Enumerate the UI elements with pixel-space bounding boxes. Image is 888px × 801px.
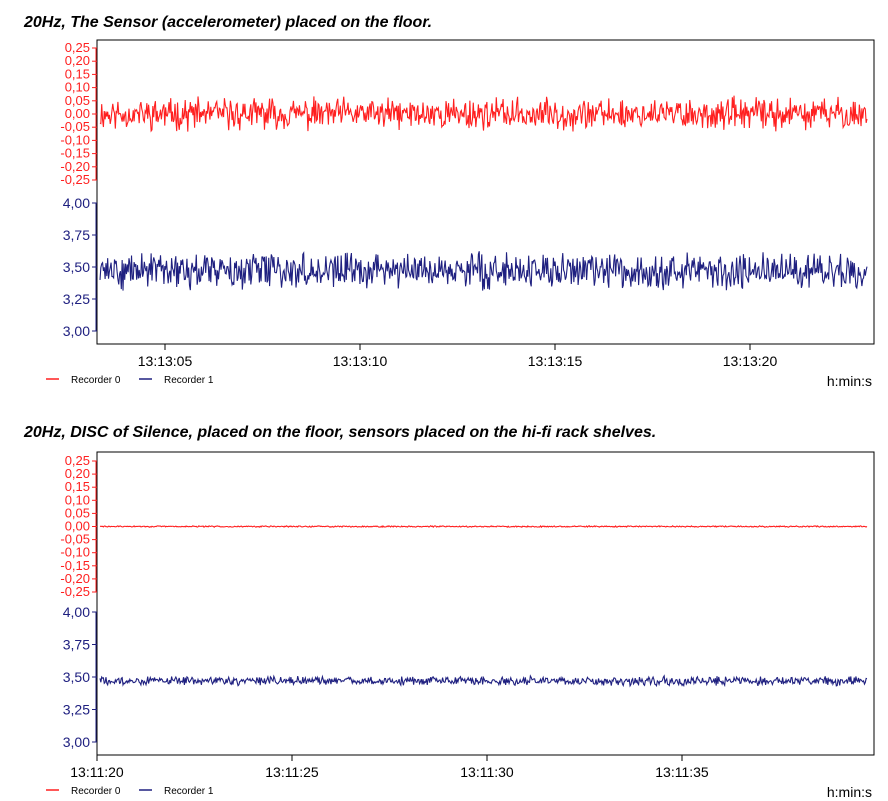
y-tick-label-left-red: 0,05 (65, 93, 90, 108)
y-tick-label-left-red: 0,00 (65, 519, 90, 534)
y-tick-label-left-red: -0,05 (60, 532, 90, 547)
plot-frame (96, 39, 875, 345)
y-tick-label-left-blue: 3,75 (63, 227, 90, 243)
y-tick-label-left-red: -0,25 (60, 584, 90, 599)
y-tick-label-left-red: 0,00 (65, 106, 90, 121)
y-tick-label-left-blue: 3,00 (63, 323, 90, 339)
y-tick-label-left-blue: 3,25 (63, 291, 90, 307)
x-tick-label: 13:13:20 (723, 353, 778, 369)
y-tick-label-left-red: 0,25 (65, 40, 90, 55)
series-line-recorder-1 (99, 674, 868, 688)
y-tick-label-left-blue: 4,00 (63, 195, 90, 211)
y-tick-label-left-red: -0,05 (60, 119, 90, 134)
x-tick-label: 13:13:15 (528, 353, 583, 369)
y-tick-label-left-red: 0,15 (65, 479, 90, 494)
legend-label: Recorder 0 (71, 786, 121, 797)
y-tick-label-left-blue: 4,00 (63, 604, 90, 620)
y-tick-label-left-blue: 3,00 (63, 734, 90, 750)
y-tick-label-left-red: -0,25 (60, 172, 90, 187)
y-tick-label-left-red: 0,05 (65, 505, 90, 520)
plot-frame (96, 451, 875, 756)
x-tick-label: 13:13:05 (138, 353, 193, 369)
chart-plot: 0,250,200,150,100,050,00-0,05-0,10-0,15-… (46, 39, 875, 389)
legend-label: Recorder 1 (164, 375, 214, 386)
x-axis-unit-label: h:min:s (827, 784, 872, 800)
y-tick-label-left-red: 0,15 (65, 66, 90, 81)
chart-panel-2: 20Hz, DISC of Silence, placed on the flo… (0, 411, 888, 801)
x-tick-label: 13:11:30 (460, 764, 514, 780)
chart-title: 20Hz, The Sensor (accelerometer) placed … (24, 14, 433, 31)
x-axis-unit-label: h:min:s (827, 373, 872, 389)
y-tick-label-left-red: 0,20 (65, 53, 90, 68)
y-tick-label-left-red: -0,10 (60, 545, 90, 560)
y-tick-label-left-blue: 3,25 (63, 702, 90, 718)
series-line-recorder-0 (99, 95, 868, 133)
x-tick-label: 13:11:25 (265, 764, 319, 780)
x-tick-label: 13:13:10 (333, 353, 388, 369)
x-tick-label: 13:11:35 (655, 764, 709, 780)
y-tick-label-left-red: -0,15 (60, 558, 90, 573)
y-tick-label-left-red: -0,10 (60, 132, 90, 147)
y-tick-label-left-red: 0,25 (65, 453, 90, 468)
y-tick-label-left-red: -0,15 (60, 146, 90, 161)
y-tick-label-left-blue: 3,50 (63, 669, 90, 685)
series-line-recorder-0 (99, 524, 868, 529)
y-tick-label-left-red: 0,10 (65, 492, 90, 507)
chart-title: 20Hz, DISC of Silence, placed on the flo… (24, 424, 657, 441)
y-tick-label-left-red: -0,20 (60, 159, 90, 174)
series-line-recorder-1 (99, 251, 868, 291)
y-tick-label-left-red: -0,20 (60, 571, 90, 586)
chart-panel-1: 20Hz, The Sensor (accelerometer) placed … (0, 0, 888, 400)
legend-label: Recorder 1 (164, 786, 214, 797)
y-tick-label-left-red: 0,20 (65, 466, 90, 481)
legend-label: Recorder 0 (71, 375, 121, 386)
y-tick-label-left-red: 0,10 (65, 80, 90, 95)
x-tick-label: 13:11:20 (70, 764, 124, 780)
y-tick-label-left-blue: 3,50 (63, 259, 90, 275)
chart-plot: 0,250,200,150,100,050,00-0,05-0,10-0,15-… (46, 451, 875, 800)
y-tick-label-left-blue: 3,75 (63, 637, 90, 653)
